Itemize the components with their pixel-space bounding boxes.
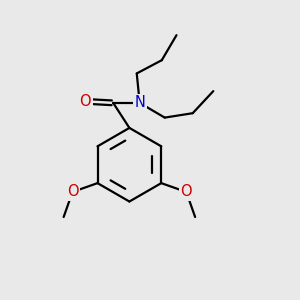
Text: O: O (80, 94, 91, 109)
Text: N: N (134, 95, 145, 110)
Text: O: O (67, 184, 78, 200)
Text: O: O (181, 184, 192, 200)
